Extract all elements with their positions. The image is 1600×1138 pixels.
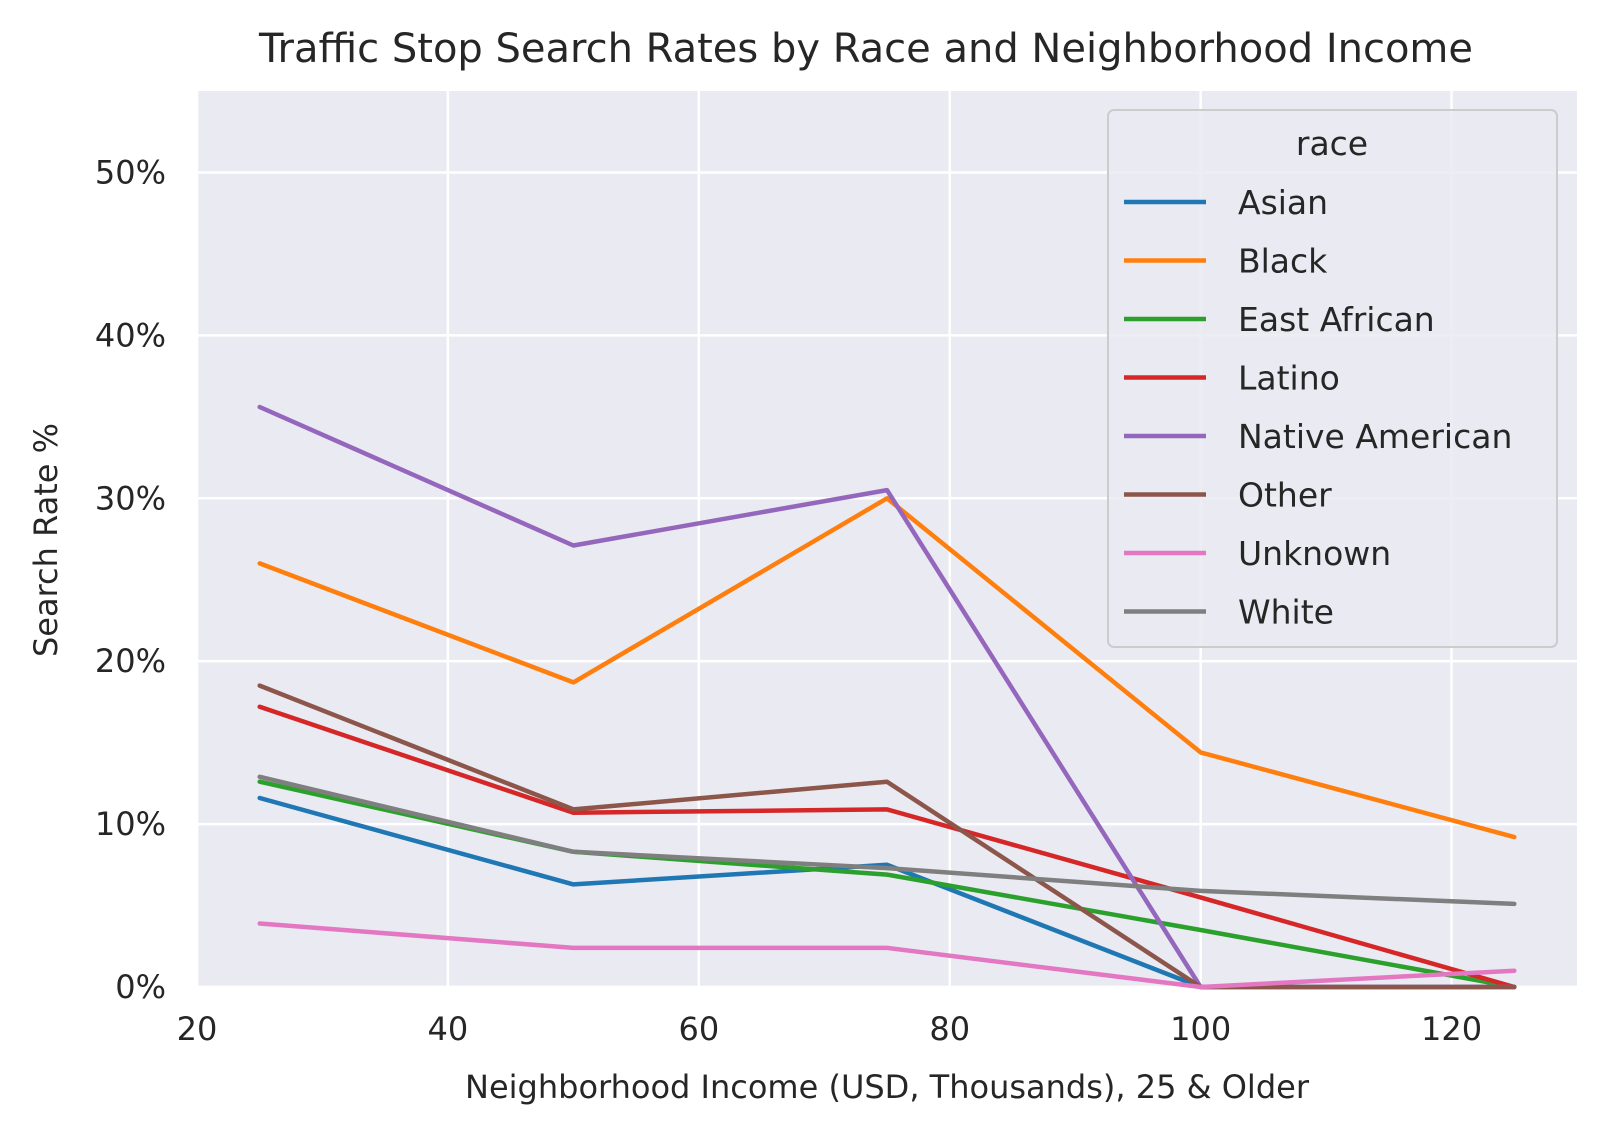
legend-items: Asian Black East African Latino Native Ameri… xyxy=(1124,183,1512,632)
legend-item: Native American xyxy=(1124,417,1512,456)
x-axis-label: Neighborhood Income (USD, Thousands), 25… xyxy=(465,1068,1310,1106)
series-line-unknown xyxy=(257,921,1517,990)
legend-label: Latino xyxy=(1238,359,1340,398)
legend-label: Native American xyxy=(1238,417,1512,456)
series-line-white xyxy=(257,774,1517,907)
legend-box xyxy=(1107,109,1558,648)
legend-item: Unknown xyxy=(1124,534,1391,573)
legend-item: Other xyxy=(1124,476,1332,515)
y-tick-label: 50% xyxy=(95,153,166,191)
series-line-latino xyxy=(257,704,1517,990)
legend-item: Asian xyxy=(1124,183,1328,222)
legend-label: Unknown xyxy=(1238,534,1391,573)
series-lines xyxy=(257,404,1517,990)
legend-item: Latino xyxy=(1124,359,1340,398)
legend-item: Black xyxy=(1124,242,1328,281)
x-tick-label: 60 xyxy=(678,1010,719,1048)
y-tick-label: 10% xyxy=(95,805,166,843)
y-tick-label: 20% xyxy=(95,642,166,680)
legend-label: Asian xyxy=(1238,183,1328,222)
legend-item: East African xyxy=(1124,300,1435,339)
x-tick-label: 20 xyxy=(177,1010,218,1048)
y-tick-label: 40% xyxy=(95,316,166,354)
x-tick-label: 100 xyxy=(1170,1010,1231,1048)
legend-label: Black xyxy=(1238,242,1328,281)
legend-label: White xyxy=(1238,593,1334,632)
y-tick-label: 30% xyxy=(95,479,166,517)
series-line-black xyxy=(257,496,1517,840)
legend-item: White xyxy=(1124,593,1334,632)
y-tick-label: 0% xyxy=(115,968,166,1006)
legend: race Asian Black East African Latino Native … xyxy=(1107,109,1558,648)
legend-label: Other xyxy=(1238,476,1332,515)
chart-title: Traffic Stop Search Rates by Race and Ne… xyxy=(258,26,1473,72)
legend-label: East African xyxy=(1238,300,1435,339)
legend-title: race xyxy=(1296,124,1368,163)
y-axis-label: Search Rate % xyxy=(27,423,65,657)
x-tick-label: 120 xyxy=(1421,1010,1482,1048)
series-line-other xyxy=(257,683,1517,990)
x-tick-label: 80 xyxy=(929,1010,970,1048)
tick-labels: 20 40 60 80 100 120 0% 10% 20% 30% 40% 50% xyxy=(95,153,1482,1048)
x-tick-label: 40 xyxy=(428,1010,469,1048)
